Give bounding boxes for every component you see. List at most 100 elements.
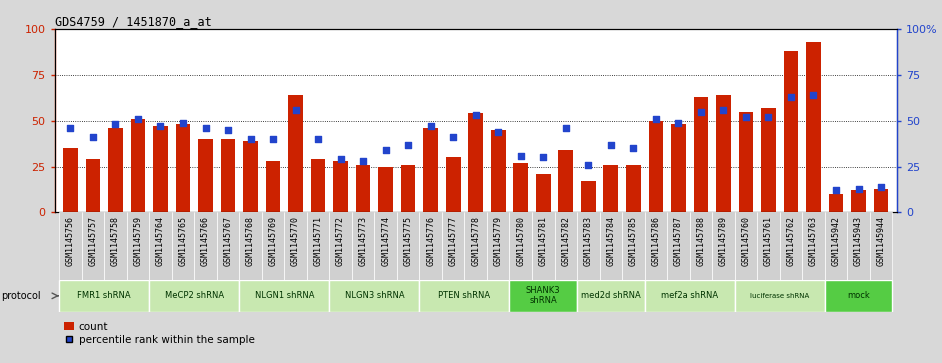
Bar bbox=[825, 212, 847, 280]
Point bbox=[491, 129, 506, 135]
Text: GSM1145944: GSM1145944 bbox=[876, 216, 885, 266]
Bar bbox=[154, 126, 168, 212]
Point bbox=[108, 122, 123, 127]
Text: GSM1145761: GSM1145761 bbox=[764, 216, 773, 266]
Bar bbox=[487, 212, 510, 280]
Bar bbox=[829, 194, 843, 212]
Text: mef2a shRNA: mef2a shRNA bbox=[661, 291, 718, 300]
Bar bbox=[852, 190, 866, 212]
Bar bbox=[175, 125, 190, 212]
Bar bbox=[761, 108, 776, 212]
Bar bbox=[784, 51, 798, 212]
Text: GSM1145760: GSM1145760 bbox=[741, 216, 751, 266]
Bar bbox=[599, 212, 622, 280]
Bar bbox=[284, 212, 307, 280]
Point bbox=[806, 92, 821, 98]
Bar bbox=[644, 280, 735, 311]
Bar bbox=[82, 212, 105, 280]
Bar bbox=[780, 212, 803, 280]
Bar bbox=[757, 212, 780, 280]
Bar bbox=[671, 125, 686, 212]
Bar bbox=[330, 280, 419, 311]
Point bbox=[536, 155, 551, 160]
Bar bbox=[712, 212, 735, 280]
Text: GSM1145769: GSM1145769 bbox=[268, 216, 278, 266]
Point bbox=[198, 125, 213, 131]
Bar bbox=[825, 280, 892, 311]
Point bbox=[851, 185, 866, 191]
Point bbox=[603, 142, 618, 147]
Point bbox=[625, 145, 641, 151]
Bar bbox=[847, 212, 869, 280]
Point bbox=[761, 114, 776, 120]
Text: GSM1145788: GSM1145788 bbox=[696, 216, 706, 266]
Point bbox=[873, 184, 888, 189]
Bar bbox=[803, 212, 825, 280]
Bar bbox=[374, 212, 397, 280]
Point bbox=[266, 136, 281, 142]
Point bbox=[446, 134, 461, 140]
Bar bbox=[513, 163, 528, 212]
Text: GSM1145782: GSM1145782 bbox=[561, 216, 570, 266]
Bar bbox=[446, 158, 461, 212]
Point bbox=[378, 147, 393, 153]
Point bbox=[175, 120, 190, 126]
Bar bbox=[243, 141, 258, 212]
Text: GSM1145764: GSM1145764 bbox=[156, 216, 165, 266]
Bar bbox=[581, 181, 595, 212]
Bar bbox=[108, 128, 122, 212]
Bar bbox=[59, 280, 149, 311]
Point bbox=[513, 152, 528, 158]
Bar bbox=[648, 121, 663, 212]
Point bbox=[559, 125, 574, 131]
Text: NLGN1 shRNA: NLGN1 shRNA bbox=[254, 291, 314, 300]
Text: GSM1145787: GSM1145787 bbox=[674, 216, 683, 266]
Bar bbox=[735, 212, 757, 280]
Text: GSM1145786: GSM1145786 bbox=[651, 216, 660, 266]
Bar bbox=[379, 167, 393, 212]
Point bbox=[671, 120, 686, 126]
Bar bbox=[555, 212, 577, 280]
Bar bbox=[559, 150, 573, 212]
Point bbox=[220, 127, 236, 133]
Text: SHANK3
shRNA: SHANK3 shRNA bbox=[526, 286, 560, 305]
Text: GSM1145778: GSM1145778 bbox=[471, 216, 480, 266]
Text: GSM1145776: GSM1145776 bbox=[426, 216, 435, 266]
Point bbox=[130, 116, 145, 122]
Point bbox=[63, 125, 78, 131]
Text: GSM1145766: GSM1145766 bbox=[201, 216, 210, 266]
Bar bbox=[716, 95, 731, 212]
Bar bbox=[442, 212, 464, 280]
Text: GSM1145785: GSM1145785 bbox=[629, 216, 638, 266]
Bar bbox=[693, 97, 708, 212]
Bar bbox=[869, 212, 892, 280]
Bar bbox=[644, 212, 667, 280]
Bar bbox=[149, 212, 171, 280]
Text: GSM1145773: GSM1145773 bbox=[359, 216, 367, 266]
Bar bbox=[510, 212, 532, 280]
Bar bbox=[419, 212, 442, 280]
Text: GSM1145759: GSM1145759 bbox=[134, 216, 142, 266]
Text: GSM1145756: GSM1145756 bbox=[66, 216, 75, 266]
Bar bbox=[401, 165, 415, 212]
Point bbox=[86, 134, 101, 140]
Text: GSM1145779: GSM1145779 bbox=[494, 216, 503, 266]
Text: GSM1145757: GSM1145757 bbox=[89, 216, 97, 266]
Text: GSM1145943: GSM1145943 bbox=[854, 216, 863, 266]
Legend: count, percentile rank within the sample: count, percentile rank within the sample bbox=[60, 317, 259, 349]
Point bbox=[423, 123, 438, 129]
Bar bbox=[667, 212, 690, 280]
Text: GSM1145784: GSM1145784 bbox=[607, 216, 615, 266]
Bar bbox=[532, 212, 555, 280]
Bar bbox=[307, 212, 330, 280]
Text: GSM1145780: GSM1145780 bbox=[516, 216, 526, 266]
Bar bbox=[63, 148, 78, 212]
Text: GSM1145762: GSM1145762 bbox=[787, 216, 795, 266]
Bar bbox=[626, 165, 641, 212]
Text: GDS4759 / 1451870_a_at: GDS4759 / 1451870_a_at bbox=[55, 15, 211, 28]
Point bbox=[693, 109, 708, 114]
Text: NLGN3 shRNA: NLGN3 shRNA bbox=[345, 291, 404, 300]
Bar bbox=[131, 119, 145, 212]
Bar bbox=[356, 165, 370, 212]
Point bbox=[828, 187, 843, 193]
